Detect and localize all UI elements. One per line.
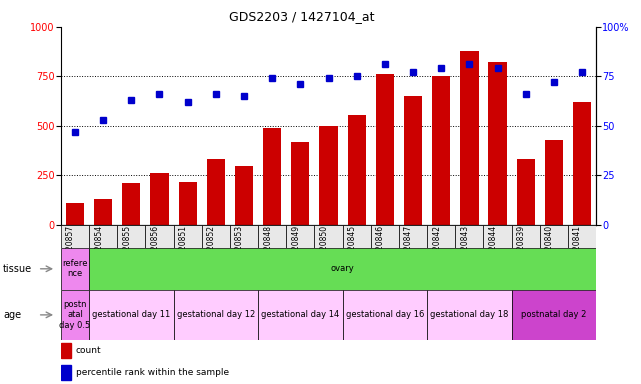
- Bar: [61, 248, 89, 290]
- Bar: [178, 182, 197, 225]
- Bar: [174, 290, 258, 340]
- Text: GSM120851: GSM120851: [179, 225, 188, 271]
- Text: GSM120845: GSM120845: [347, 225, 356, 271]
- Bar: [427, 290, 512, 340]
- Bar: [202, 225, 230, 248]
- Bar: [319, 126, 338, 225]
- Bar: [540, 225, 568, 248]
- Text: count: count: [76, 346, 101, 355]
- Text: GSM120855: GSM120855: [122, 225, 131, 271]
- Bar: [263, 128, 281, 225]
- Text: ovary: ovary: [331, 264, 354, 273]
- Bar: [122, 183, 140, 225]
- Bar: [370, 225, 399, 248]
- Bar: [89, 290, 174, 340]
- Text: GSM120842: GSM120842: [432, 225, 441, 271]
- Bar: [568, 225, 596, 248]
- Text: GSM120849: GSM120849: [292, 225, 301, 271]
- Text: gestational day 16: gestational day 16: [345, 310, 424, 319]
- Bar: [347, 115, 366, 225]
- Bar: [61, 290, 89, 340]
- Bar: [146, 225, 174, 248]
- Bar: [315, 225, 342, 248]
- Bar: [460, 51, 479, 225]
- Text: GSM120854: GSM120854: [94, 225, 103, 271]
- Bar: [432, 76, 451, 225]
- Text: GSM120850: GSM120850: [319, 225, 329, 271]
- Bar: [545, 140, 563, 225]
- Bar: [427, 225, 455, 248]
- Bar: [342, 225, 370, 248]
- Bar: [258, 225, 287, 248]
- Bar: [61, 343, 71, 358]
- Text: age: age: [3, 310, 21, 320]
- Text: percentile rank within the sample: percentile rank within the sample: [76, 369, 229, 377]
- Bar: [258, 290, 342, 340]
- Bar: [483, 225, 512, 248]
- Bar: [455, 225, 483, 248]
- Bar: [517, 159, 535, 225]
- Text: GSM120856: GSM120856: [151, 225, 160, 271]
- Bar: [230, 225, 258, 248]
- Text: GSM120843: GSM120843: [460, 225, 469, 271]
- Bar: [66, 203, 84, 225]
- Text: GSM120847: GSM120847: [404, 225, 413, 271]
- Text: postnatal day 2: postnatal day 2: [521, 310, 587, 319]
- Text: GSM120841: GSM120841: [573, 225, 582, 271]
- Text: tissue: tissue: [3, 264, 32, 274]
- Bar: [342, 290, 427, 340]
- Bar: [206, 159, 225, 225]
- Bar: [512, 290, 596, 340]
- Bar: [488, 63, 506, 225]
- Text: GSM120857: GSM120857: [66, 225, 75, 271]
- Text: GSM120846: GSM120846: [376, 225, 385, 271]
- Text: gestational day 14: gestational day 14: [262, 310, 340, 319]
- Text: GSM120848: GSM120848: [263, 225, 272, 271]
- Text: GSM120840: GSM120840: [545, 225, 554, 271]
- Text: postn
atal
day 0.5: postn atal day 0.5: [60, 300, 90, 330]
- Bar: [404, 96, 422, 225]
- Text: GSM120839: GSM120839: [517, 225, 526, 271]
- Bar: [89, 225, 117, 248]
- Bar: [61, 366, 71, 381]
- Bar: [94, 199, 112, 225]
- Text: gestational day 18: gestational day 18: [430, 310, 508, 319]
- Text: GSM120853: GSM120853: [235, 225, 244, 271]
- Text: gestational day 12: gestational day 12: [177, 310, 255, 319]
- Bar: [117, 225, 146, 248]
- Text: GSM120852: GSM120852: [207, 225, 216, 271]
- Text: gestational day 11: gestational day 11: [92, 310, 171, 319]
- Bar: [291, 142, 310, 225]
- Bar: [174, 225, 202, 248]
- Bar: [235, 166, 253, 225]
- Text: GDS2203 / 1427104_at: GDS2203 / 1427104_at: [229, 10, 374, 23]
- Bar: [399, 225, 427, 248]
- Text: refere
nce: refere nce: [62, 259, 88, 278]
- Bar: [512, 225, 540, 248]
- Text: GSM120844: GSM120844: [488, 225, 497, 271]
- Bar: [287, 225, 315, 248]
- Bar: [376, 74, 394, 225]
- Bar: [151, 173, 169, 225]
- Bar: [573, 102, 591, 225]
- Bar: [61, 225, 89, 248]
